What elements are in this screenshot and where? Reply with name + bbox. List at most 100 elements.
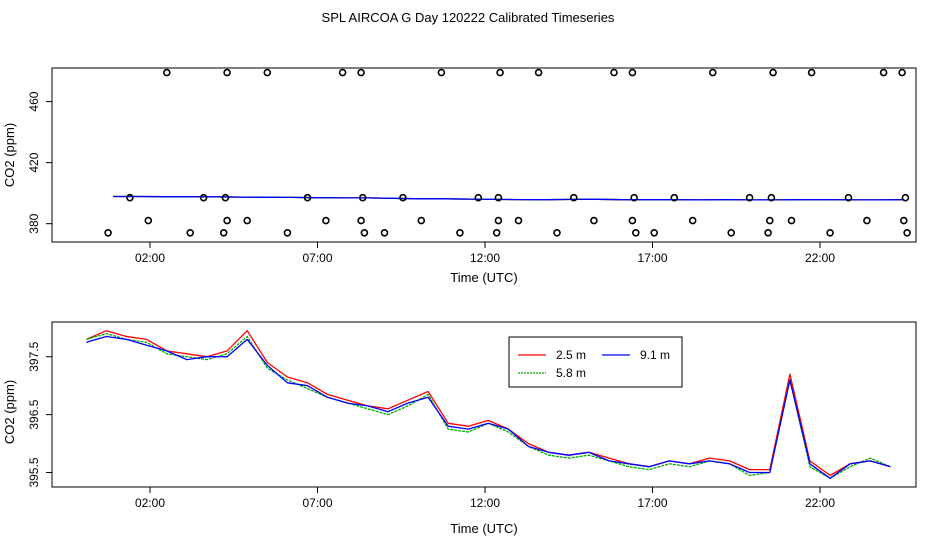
bottom-y-tick-label: 395.5 bbox=[27, 457, 41, 487]
flag-point bbox=[650, 229, 659, 237]
flag-point bbox=[727, 229, 736, 237]
bottom-x-tick-label: 07:00 bbox=[302, 496, 332, 510]
flag-point bbox=[474, 193, 483, 202]
flag-point bbox=[263, 68, 272, 77]
top-y-tick-label: 380 bbox=[27, 213, 41, 233]
flag-point bbox=[631, 229, 640, 237]
top-x-tick-label: 12:00 bbox=[470, 251, 500, 265]
flag-point bbox=[380, 229, 389, 237]
bottom-x-tick-label: 22:00 bbox=[805, 496, 835, 510]
flag-point bbox=[199, 193, 208, 202]
flag-point bbox=[628, 216, 637, 225]
legend: 2.5 m 5.8 m 9.1 m bbox=[508, 336, 683, 388]
legend-label-2.5m: 2.5 m bbox=[556, 348, 586, 362]
bottom-y-tick-label: 396.5 bbox=[27, 399, 41, 429]
flag-point bbox=[303, 193, 312, 202]
bottom-y-axis-label: CO2 (ppm) bbox=[2, 380, 17, 444]
flag-point bbox=[898, 68, 906, 77]
flag-point bbox=[787, 216, 796, 225]
top-series-line-9.1m bbox=[113, 195, 904, 201]
flag-point bbox=[437, 68, 446, 77]
flag-point bbox=[844, 193, 853, 202]
flag-point bbox=[357, 216, 365, 225]
flag-point bbox=[514, 216, 523, 225]
flag-point bbox=[708, 68, 717, 77]
flag-point bbox=[322, 216, 330, 225]
legend-label-5.8m: 5.8 m bbox=[556, 366, 586, 380]
flag-point bbox=[219, 229, 228, 237]
flag-point bbox=[553, 229, 561, 237]
flag-point bbox=[630, 193, 638, 202]
flag-point bbox=[765, 216, 774, 225]
top-y-tick-label: 460 bbox=[27, 91, 41, 111]
flag-point bbox=[494, 216, 503, 225]
flag-point bbox=[826, 229, 834, 237]
flag-point bbox=[628, 68, 637, 77]
flag-point bbox=[879, 68, 888, 77]
flag-point bbox=[399, 193, 407, 202]
flag-point bbox=[496, 68, 504, 77]
top-y-axis: 380 420 460 bbox=[27, 91, 52, 234]
top-x-tick-label: 07:00 bbox=[302, 251, 332, 265]
flag-point bbox=[769, 68, 777, 77]
top-x-tick-label: 22:00 bbox=[805, 251, 835, 265]
flag-point bbox=[283, 229, 292, 237]
bottom-series-line-9.1m bbox=[86, 335, 891, 479]
flag-point bbox=[243, 216, 251, 225]
bottom-x-axis-label: Time (UTC) bbox=[450, 521, 517, 536]
top-series-lines bbox=[113, 195, 904, 201]
flag-point bbox=[767, 193, 776, 202]
flag-point bbox=[903, 229, 911, 237]
top-panel: 380 420 460 02:00 07:00 12:00 17:00 22:00 Time… bbox=[2, 67, 917, 285]
bottom-y-axis: 395.5 396.5 397.5 bbox=[27, 341, 52, 488]
flag-point bbox=[688, 216, 697, 225]
flag-point bbox=[807, 68, 816, 77]
flag-point bbox=[223, 216, 231, 225]
flag-point bbox=[745, 193, 754, 202]
top-x-axis: 02:00 07:00 12:00 17:00 22:00 bbox=[135, 242, 835, 265]
bottom-panel: 395.5 396.5 397.5 02:00 07:00 12:00 17:00 22:0… bbox=[2, 321, 917, 536]
top-y-tick-label: 420 bbox=[27, 152, 41, 172]
flag-point bbox=[163, 68, 171, 77]
flag-point bbox=[126, 193, 134, 202]
bottom-x-tick-label: 02:00 bbox=[135, 496, 165, 510]
flag-point bbox=[670, 193, 679, 202]
top-plot-frame bbox=[51, 67, 917, 243]
flag-point bbox=[417, 216, 426, 225]
flag-point bbox=[610, 68, 618, 77]
legend-box bbox=[508, 336, 683, 388]
bottom-y-tick-label: 397.5 bbox=[27, 341, 41, 371]
flag-point bbox=[492, 229, 501, 237]
bottom-plot-frame bbox=[51, 321, 917, 488]
flag-point bbox=[590, 216, 598, 225]
top-y-axis-label: CO2 (ppm) bbox=[2, 123, 17, 187]
flag-point bbox=[223, 68, 231, 77]
flag-point bbox=[534, 68, 543, 77]
flag-point bbox=[358, 193, 367, 202]
flag-point bbox=[338, 68, 347, 77]
bottom-x-tick-label: 17:00 bbox=[637, 496, 667, 510]
flag-point bbox=[901, 193, 910, 202]
top-flag-points bbox=[104, 68, 911, 237]
flag-point bbox=[357, 68, 365, 77]
flag-point bbox=[494, 193, 503, 202]
flag-point bbox=[144, 216, 153, 225]
bottom-x-axis: 02:00 07:00 12:00 17:00 22:00 bbox=[135, 487, 835, 510]
bottom-series-line-5.8m bbox=[86, 332, 891, 479]
bottom-x-tick-label: 12:00 bbox=[470, 496, 500, 510]
flag-point bbox=[899, 216, 908, 225]
figure-title: SPL AIRCOA G Day 120222 Calibrated Times… bbox=[322, 10, 615, 25]
top-x-axis-label: Time (UTC) bbox=[450, 270, 517, 285]
bottom-series-line-2.5m bbox=[86, 330, 891, 477]
flag-point bbox=[104, 229, 112, 237]
bottom-series-lines bbox=[86, 330, 891, 479]
top-x-tick-label: 02:00 bbox=[135, 251, 165, 265]
top-x-tick-label: 17:00 bbox=[637, 251, 667, 265]
flag-point bbox=[186, 229, 194, 237]
flag-point bbox=[221, 193, 230, 202]
flag-point bbox=[360, 229, 369, 237]
flag-point bbox=[863, 216, 871, 225]
flag-point bbox=[569, 193, 578, 202]
flag-point bbox=[456, 229, 464, 237]
